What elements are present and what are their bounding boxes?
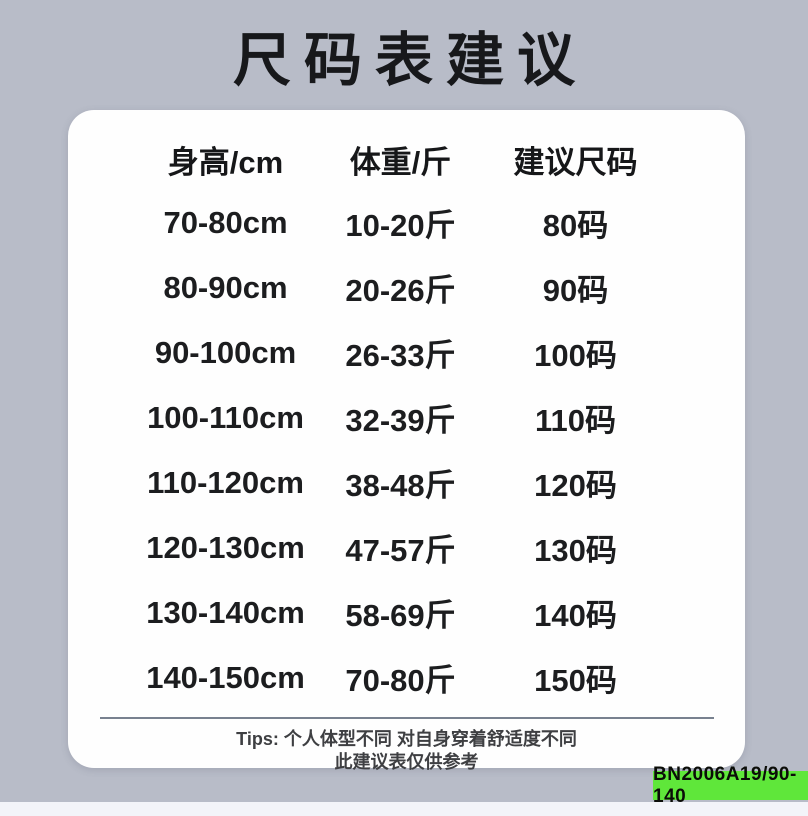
table-row: 100-110cm 32-39斤 110码 — [138, 385, 663, 450]
table-row: 120-130cm 47-57斤 130码 — [138, 515, 663, 580]
table-row: 110-120cm 38-48斤 120码 — [138, 450, 663, 515]
height-cell: 140-150cm — [146, 659, 305, 695]
table-row: 80-90cm 20-26斤 90码 — [138, 255, 663, 320]
height-cell: 110-120cm — [147, 464, 304, 500]
table-row: 130-140cm 58-69斤 140码 — [138, 580, 663, 645]
table-row: 90-100cm 26-33斤 100码 — [138, 320, 663, 385]
weight-cell: 10-20斤 — [345, 208, 456, 243]
table-row: 140-150cm 70-80斤 150码 — [138, 645, 663, 710]
weight-cell: 26-33斤 — [345, 338, 456, 373]
header-weight: 体重/斤 — [349, 144, 452, 180]
header-recommended-size: 建议尺码 — [513, 144, 638, 180]
tips-line-2: 此建议表仅供参考 — [334, 752, 479, 772]
height-cell: 130-140cm — [146, 594, 305, 630]
weight-cell: 47-57斤 — [345, 533, 456, 568]
table-row: 70-80cm 10-20斤 80码 — [138, 190, 663, 255]
tips-line-1: Tips: 个人体型不同 对自身穿着舒适度不同 — [236, 729, 577, 749]
height-cell: 70-80cm — [163, 204, 288, 240]
table-header-row: 身高/cm 体重/斤 建议尺码 — [138, 128, 663, 190]
height-cell: 120-130cm — [146, 529, 305, 565]
size-cell: 90码 — [542, 273, 609, 308]
weight-cell: 20-26斤 — [345, 273, 456, 308]
tips-note: Tips: 个人体型不同 对自身穿着舒适度不同 此建议表仅供参考 — [68, 728, 745, 774]
size-cell: 110码 — [534, 403, 616, 438]
height-cell: 90-100cm — [154, 334, 297, 370]
size-table: 身高/cm 体重/斤 建议尺码 70-80cm 10-20斤 80码 80-90… — [68, 128, 745, 710]
weight-cell: 38-48斤 — [345, 468, 456, 503]
size-cell: 80码 — [542, 208, 609, 243]
header-height: 身高/cm — [167, 144, 284, 180]
bottom-strip — [0, 802, 808, 816]
product-code-badge: BN2006A19/90-140 — [653, 764, 808, 807]
weight-cell: 70-80斤 — [345, 663, 456, 698]
size-cell: 100码 — [534, 338, 617, 373]
height-cell: 100-110cm — [147, 399, 304, 435]
size-cell: 130码 — [534, 533, 617, 568]
size-cell: 140码 — [534, 598, 617, 633]
size-chart-card: 身高/cm 体重/斤 建议尺码 70-80cm 10-20斤 80码 80-90… — [68, 110, 745, 772]
page-title: 尺码表建议 — [232, 28, 588, 93]
weight-cell: 32-39斤 — [345, 403, 456, 438]
size-cell: 150码 — [534, 663, 617, 698]
divider — [100, 717, 714, 719]
height-cell: 80-90cm — [163, 269, 288, 305]
size-cell: 120码 — [534, 468, 617, 503]
weight-cell: 58-69斤 — [345, 598, 456, 633]
